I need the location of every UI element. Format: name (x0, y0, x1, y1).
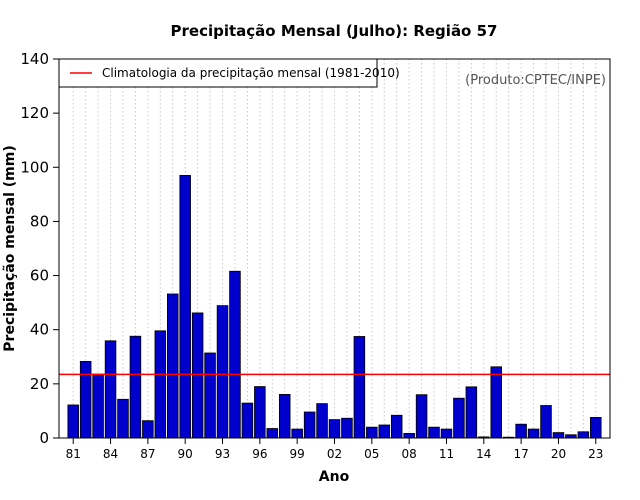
x-tick-label: 11 (439, 447, 454, 461)
y-tick-label: 100 (20, 158, 49, 176)
bar-series (67, 175, 602, 439)
bar-1981 (67, 404, 79, 439)
bar-2008 (403, 432, 415, 439)
bar-2011 (440, 428, 453, 439)
y-tick-label: 140 (20, 50, 49, 68)
bar-1986 (129, 335, 142, 439)
bar-2002 (328, 419, 341, 439)
bar-1990 (179, 175, 191, 439)
x-axis: 81 84 87 90 93 96 99 02 05 08 11 14 17 20 23 (66, 438, 603, 461)
legend: Climatologia da precipitação mensal (198… (58, 58, 400, 88)
bar-2013 (465, 386, 478, 439)
bar-1998 (278, 394, 291, 439)
bar-1999 (291, 428, 303, 439)
x-tick-label: 17 (513, 447, 528, 461)
bar-1992 (204, 352, 216, 439)
x-tick-label: 90 (178, 447, 193, 461)
bar-2003 (341, 417, 353, 439)
bar-2007 (390, 414, 403, 439)
bar-1985 (117, 398, 129, 439)
bar-1996 (254, 386, 266, 439)
bar-1993 (216, 305, 229, 439)
x-tick-label: 20 (551, 447, 566, 461)
grid-lines (72, 59, 597, 438)
bar-1987 (142, 420, 154, 439)
bar-1983 (92, 373, 104, 439)
x-tick-label: 81 (66, 447, 81, 461)
x-tick-label: 14 (476, 447, 491, 461)
y-axis: 0 20 40 60 80 100 120 140 (20, 50, 59, 447)
bar-1988 (154, 330, 167, 439)
bar-1997 (266, 428, 279, 439)
source-note: (Produto:CPTEC/INPE) (465, 73, 606, 88)
x-tick-label: 84 (103, 447, 118, 461)
x-tick-label: 96 (252, 447, 267, 461)
y-tick-label: 80 (30, 212, 49, 230)
bar-2005 (366, 426, 378, 439)
bar-2010 (428, 426, 440, 439)
x-tick-label: 23 (588, 447, 603, 461)
bar-2006 (378, 424, 391, 439)
y-tick-label: 120 (20, 104, 49, 122)
bar-2017 (515, 423, 527, 439)
bar-2022 (577, 431, 590, 439)
bar-2015 (490, 366, 502, 439)
y-tick-label: 60 (30, 267, 49, 285)
bar-1989 (167, 293, 179, 439)
bar-1982 (79, 360, 92, 439)
bar-2012 (453, 397, 465, 439)
x-tick-label: 87 (140, 447, 155, 461)
x-tick-label: 99 (290, 447, 305, 461)
x-tick-label: 02 (327, 447, 342, 461)
bar-2019 (540, 405, 552, 439)
y-axis-label: Precipitação mensal (mm) (2, 145, 18, 351)
bar-1994 (229, 270, 241, 439)
legend-label-climatology: Climatologia da precipitação mensal (198… (102, 66, 400, 80)
bar-1984 (104, 340, 117, 439)
bar-2001 (316, 403, 328, 439)
legend-box (58, 58, 378, 88)
chart-title: Precipitação Mensal (Julho): Região 57 (171, 22, 498, 40)
bar-2004 (353, 336, 366, 439)
bar-2000 (303, 411, 316, 439)
bar-2023 (590, 417, 602, 439)
y-tick-label: 0 (39, 429, 49, 447)
x-axis-label: Ano (319, 469, 350, 485)
bar-1995 (241, 402, 254, 439)
x-tick-label: 93 (215, 447, 230, 461)
bar-2018 (527, 428, 540, 439)
bar-1991 (191, 312, 204, 439)
bar-2009 (415, 394, 428, 439)
bar-2020 (552, 432, 565, 439)
y-tick-label: 20 (30, 375, 49, 393)
x-tick-label: 05 (364, 447, 379, 461)
x-tick-label: 08 (402, 447, 417, 461)
y-tick-label: 40 (30, 321, 49, 339)
